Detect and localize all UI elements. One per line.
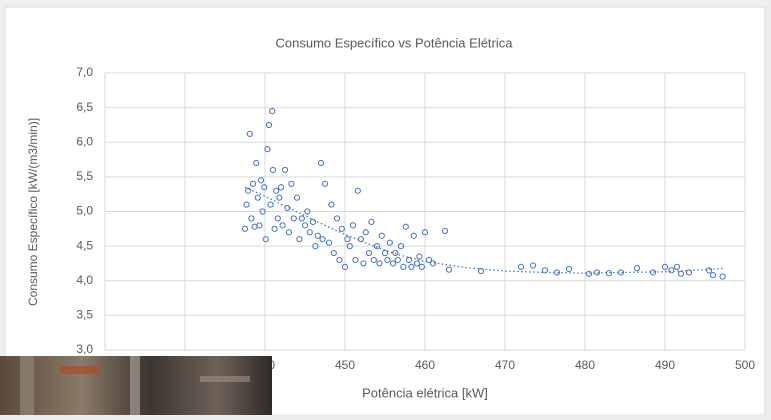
y-tick-label: 6,0 (76, 134, 93, 148)
x-tick-label: 500 (735, 358, 755, 372)
page: Consumo Específico vs Potência Elétrica … (0, 0, 771, 415)
x-tick-label: 450 (335, 358, 355, 372)
y-tick-label: 4,5 (76, 238, 93, 252)
y-tick-label: 5,0 (76, 204, 93, 218)
y-axis-label: Consumo Específico [kW/(m3/min)] (26, 118, 40, 306)
x-tick-label: 490 (655, 358, 675, 372)
x-tick-label: 480 (575, 358, 595, 372)
x-tick-label: 470 (495, 358, 515, 372)
x-tick-label: 460 (415, 358, 435, 372)
photo-overlay (0, 356, 272, 415)
y-tick-label: 6,5 (76, 100, 93, 114)
x-axis-label: Potência elétrica [kW] (362, 385, 488, 400)
chart: Consumo Específico vs Potência Elétrica … (0, 0, 771, 415)
chart-title: Consumo Específico vs Potência Elétrica (276, 35, 514, 50)
y-tick-label: 4,0 (76, 273, 93, 287)
y-tick-label: 7,0 (76, 65, 93, 79)
y-tick-label: 3,0 (76, 342, 93, 356)
y-tick-label: 3,5 (76, 308, 93, 322)
y-tick-label: 5,5 (76, 169, 93, 183)
